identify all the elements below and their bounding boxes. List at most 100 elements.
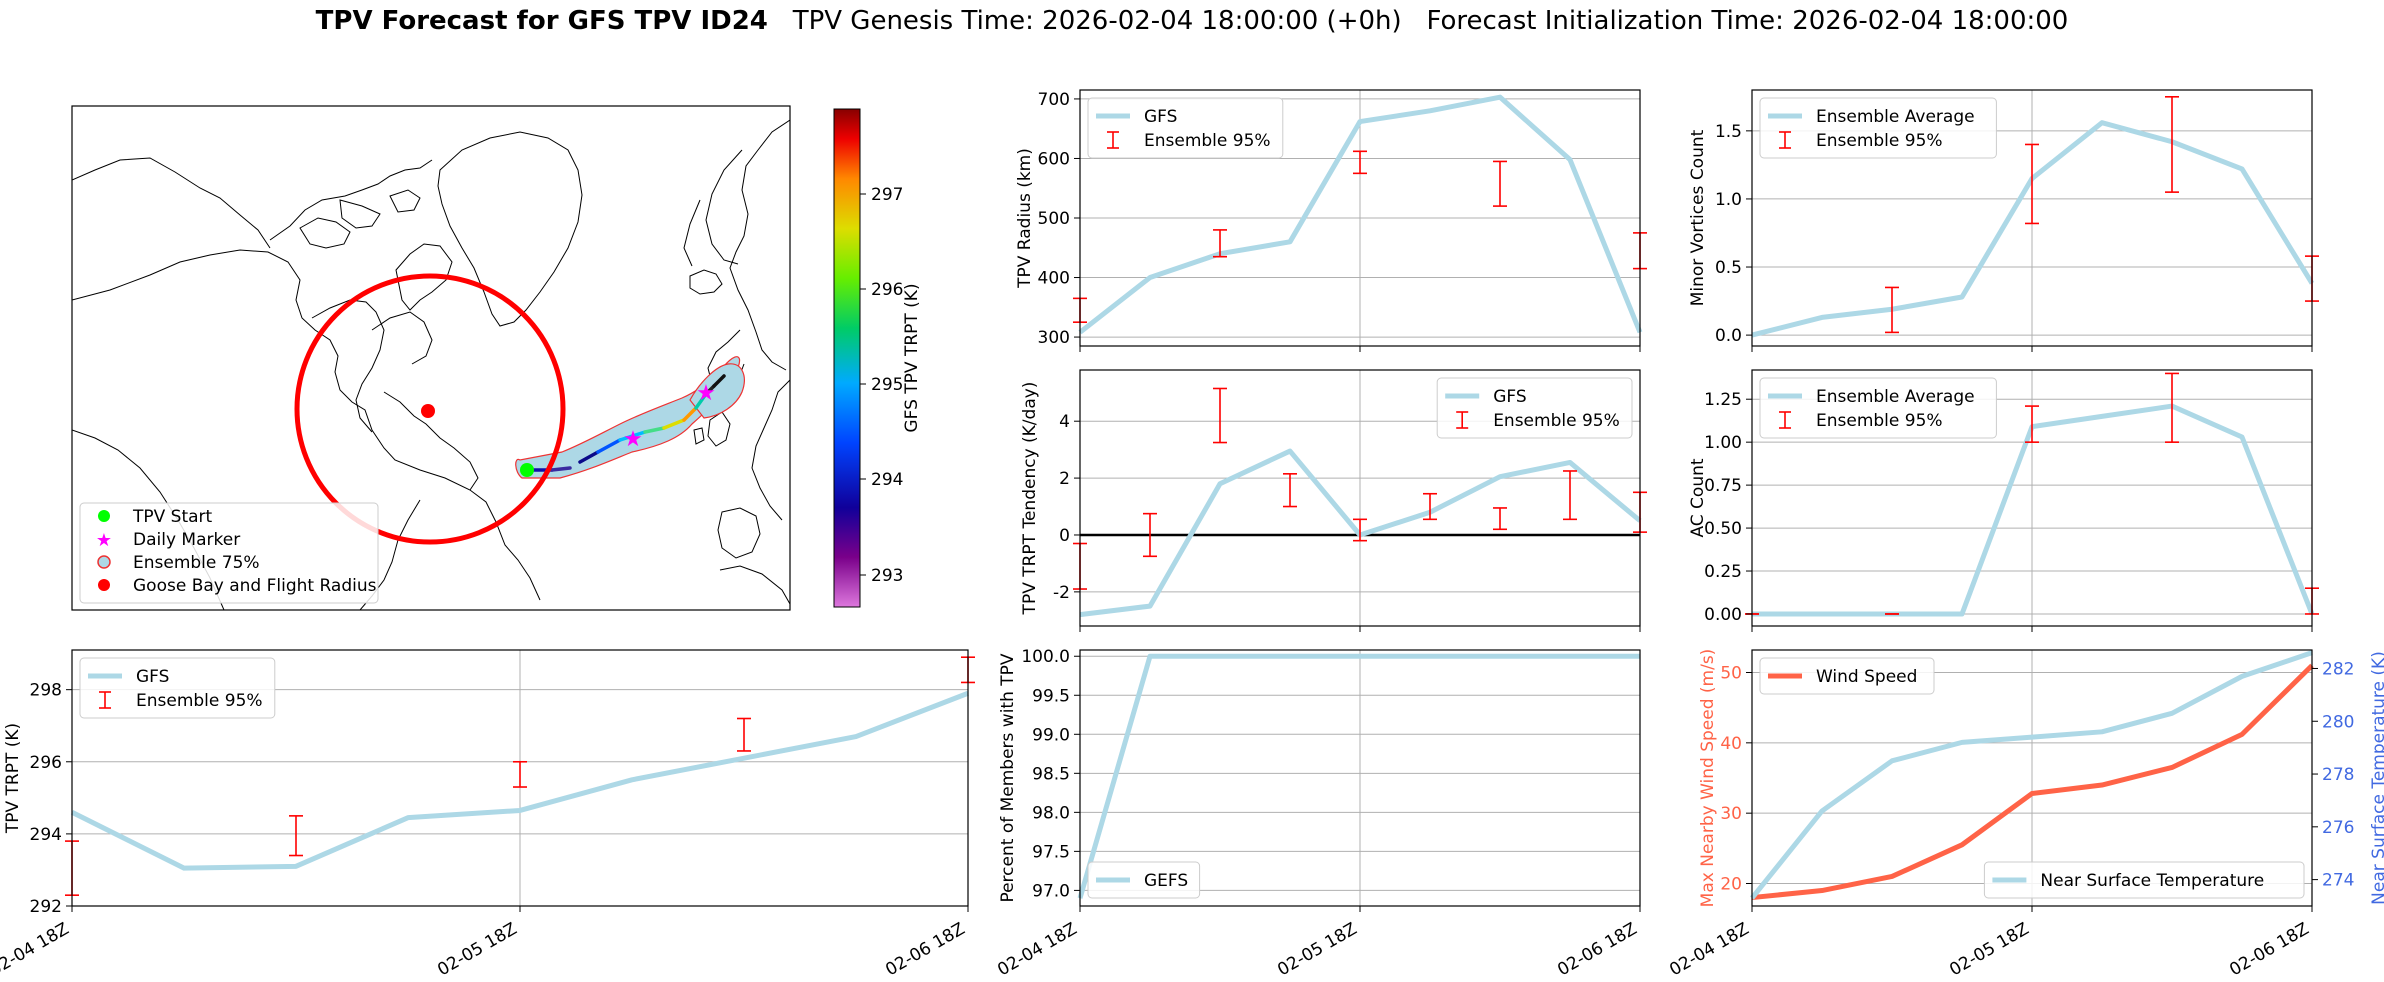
y-axis-label: TPV TRPT Tendency (K/day) (1020, 382, 1040, 616)
svg-text:★: ★ (96, 530, 112, 551)
errorbar (1213, 387, 1227, 444)
chart-ac: 0.00 0.25 0.50 0.75 1.00 1.25 AC Count Ensemble… (1688, 369, 2319, 632)
y-tick-label: 0.5 (1715, 258, 1742, 278)
y-tick-label: 98.0 (1032, 803, 1070, 823)
errorbar (2025, 405, 2039, 443)
colorbar: 293 294 295 296 297 GFS TPV TRPT (K) (833, 108, 922, 608)
coastline-greenland (437, 131, 583, 327)
y-right-tick-label: 282 (2322, 659, 2354, 679)
legend-label: Ensemble 95% (1816, 131, 1943, 151)
legend-label: GFS (1493, 387, 1526, 407)
map-legend: ★ TPV Start Daily Marker Ensemble 75% Go… (79, 502, 379, 604)
errorbar (2165, 96, 2179, 193)
errorbar (1423, 492, 1437, 521)
y-tick-label: 300 (1038, 328, 1070, 348)
y-tick-label: 97.5 (1032, 842, 1070, 862)
y-right-tick-label: 278 (2322, 765, 2354, 785)
errorbar (1353, 518, 1367, 542)
legend: Near Surface Temperature (1983, 861, 2305, 899)
legend-label: Ensemble Average (1816, 387, 1975, 407)
map-legend-ensemble: Ensemble 75% (133, 553, 260, 573)
y-tick-label: 1.5 (1715, 122, 1742, 142)
y-tick-label: 1.00 (1704, 433, 1742, 453)
y-tick-label: 97.0 (1032, 881, 1070, 901)
x-tick-label: 02-05 18Z (1946, 919, 2032, 980)
errorbar (2025, 143, 2039, 225)
figure-header: TPV Forecast for GFS TPV ID24 TPV Genesi… (0, 6, 2384, 36)
series-line-near-surface-temperature (1750, 650, 2313, 900)
y-right-axis-label: Near Surface Temperature (K) (2369, 651, 2384, 905)
y-tick-label: 99.5 (1032, 686, 1070, 706)
map-legend-start: TPV Start (132, 507, 213, 527)
colorbar-tick-label: 296 (871, 280, 903, 300)
coastline-arctic-islands (269, 159, 433, 249)
tpv-track (525, 374, 726, 472)
coastline-africa (719, 565, 790, 605)
coastline-baffin (395, 243, 453, 311)
legend: GFS Ensemble 95% (1087, 97, 1284, 159)
errorbar (1885, 286, 1899, 334)
legend: Wind Speed (1759, 657, 1935, 695)
y-axis-label: Percent of Members with TPV (998, 653, 1018, 902)
y-right-tick-label: 276 (2322, 818, 2354, 838)
map-panel: ★ ★ ★ TPV Start Daily Marker Ensemble 75… (71, 105, 922, 611)
errorbar (1353, 150, 1367, 175)
errorbar (737, 717, 751, 752)
y-axis-label: AC Count (1688, 458, 1708, 537)
colorbar-gradient (833, 108, 861, 608)
x-tick-label: 02-06 18Z (1554, 919, 1640, 980)
x-tick-label: 02-05 18Z (434, 919, 520, 980)
y-tick-label: 30 (1720, 804, 1742, 824)
legend-label: Ensemble Average (1816, 107, 1975, 127)
y-axis-label: Minor Vortices Count (1688, 129, 1708, 306)
y-tick-label: 1.0 (1715, 190, 1742, 210)
errorbar (1563, 470, 1577, 521)
legend-label: Ensemble 95% (136, 691, 263, 711)
chart-trpt: 292 294 296 298 02-04 18Z 02-05 18Z 02-06 18Z T… (0, 649, 975, 980)
legend-label: Near Surface Temperature (2040, 871, 2264, 891)
colorbar-tick-label: 294 (871, 470, 903, 490)
y-tick-label: 296 (30, 753, 62, 773)
legend: Ensemble Average Ensemble 95% (1759, 377, 1997, 439)
x-tick-label: 02-04 18Z (994, 919, 1080, 980)
y-tick-label: 40 (1720, 734, 1742, 754)
y-tick-label: -2 (1053, 583, 1070, 603)
chart-minor: 0.0 0.5 1.0 1.5 Minor Vortices Count Ensemble… (1688, 89, 2319, 352)
y-axis-label: Max Nearby Wind Speed (m/s) (1698, 649, 1718, 908)
y-tick-label: 0.50 (1704, 519, 1742, 539)
ensemble-75-envelope-tip (689, 363, 745, 419)
chart-wind: 20 30 40 50 274 276 278 280 282 Near Surface Temp… (1666, 649, 2384, 981)
y-right-tick-label: 280 (2322, 712, 2354, 732)
figure-title: TPV Forecast for GFS TPV ID24 (315, 6, 768, 36)
errorbar (1283, 473, 1297, 508)
chart-tendency: -2 0 2 4 TPV TRPT Tendency (K/day) GFS Ensembl… (1020, 369, 1647, 632)
legend-label: Wind Speed (1816, 667, 1917, 687)
y-tick-label: 98.5 (1032, 764, 1070, 784)
y-tick-label: 100.0 (1021, 647, 1070, 667)
y-tick-label: 0.00 (1704, 605, 1742, 625)
colorbar-label: GFS TPV TRPT (K) (902, 283, 922, 432)
x-tick-label: 02-06 18Z (882, 919, 968, 980)
coastline-iberia (717, 507, 761, 559)
series-line-gfs (1078, 94, 1643, 335)
y-tick-label: 700 (1038, 90, 1070, 110)
y-tick-label: 0.25 (1704, 562, 1742, 582)
y-tick-label: 4 (1059, 412, 1070, 432)
legend-label: GFS (136, 667, 169, 687)
y-tick-label: 0.0 (1715, 326, 1742, 346)
chart-percent: 97.0 97.5 98.0 98.5 99.0 99.5 100.0 02-04 18Z 02… (994, 647, 1641, 980)
y-tick-label: 50 (1720, 664, 1742, 684)
flight-radius-circle (294, 273, 566, 545)
goose-bay-marker (421, 404, 435, 418)
x-tick-label: 02-04 18Z (1666, 919, 1752, 980)
genesis-time: TPV Genesis Time: 2026-02-04 18:00:00 (+… (792, 6, 1402, 36)
init-time: Forecast Initialization Time: 2026-02-04… (1426, 6, 2069, 36)
x-tick-label: 02-05 18Z (1274, 919, 1360, 980)
y-tick-label: 0.75 (1704, 476, 1742, 496)
y-tick-label: 20 (1720, 874, 1742, 894)
x-tick-label: 02-04 18Z (0, 919, 73, 980)
map-legend-marker: Daily Marker (133, 530, 240, 550)
legend: GFS Ensemble 95% (1436, 377, 1633, 439)
tpv-start-marker (520, 463, 534, 477)
legend: Ensemble Average Ensemble 95% (1759, 97, 1997, 159)
